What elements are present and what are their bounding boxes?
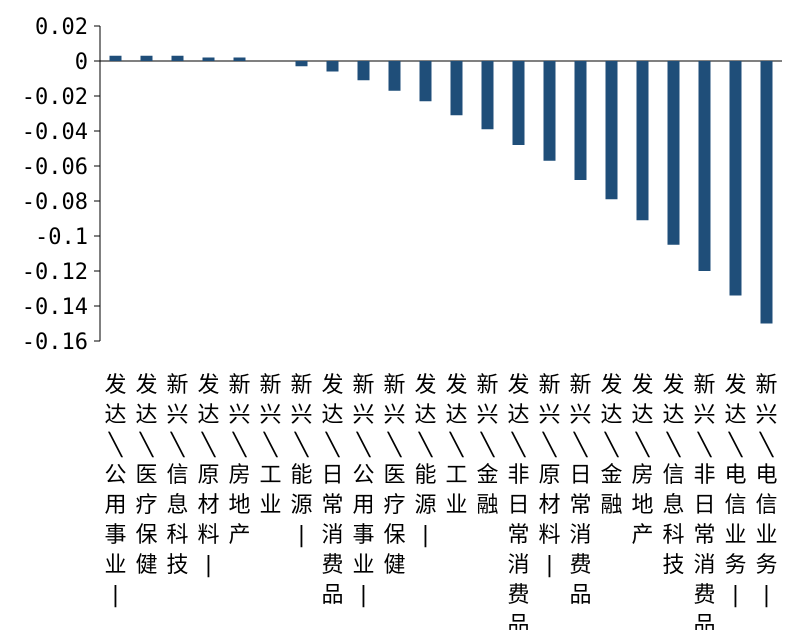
bar [574, 61, 587, 180]
x-category-label: 新兴╲信息科技 [166, 373, 188, 578]
y-tick-label: -0.02 [22, 85, 88, 110]
x-category-label: 新兴╲公用事业| [352, 373, 374, 608]
x-category-label: 发达╲能源| [414, 373, 436, 548]
x-category-label: 新兴╲日常消费品 [569, 373, 591, 608]
bar [512, 61, 525, 145]
x-category-label: 新兴╲能源| [290, 373, 312, 548]
bar [760, 61, 773, 324]
y-tick-label: 0 [75, 50, 88, 75]
x-category-label: 发达╲工业 [445, 373, 467, 518]
bar [357, 61, 370, 81]
bar [233, 57, 246, 61]
y-tick-label: 0.02 [35, 15, 88, 40]
y-tick-label: -0.16 [22, 330, 88, 355]
bar [419, 61, 432, 102]
bar [326, 61, 339, 72]
y-tick-label: -0.08 [22, 190, 88, 215]
x-category-label: 发达╲电信业务| [724, 373, 746, 608]
bar [605, 61, 618, 200]
x-category-label: 新兴╲房地产 [228, 373, 250, 548]
y-tick-label: -0.06 [22, 155, 88, 180]
bar [667, 61, 680, 245]
x-category-label: 新兴╲电信业务| [755, 373, 777, 608]
x-category-label: 新兴╲原材料| [538, 373, 560, 578]
x-category-label: 新兴╲工业 [259, 373, 281, 518]
bar [171, 55, 184, 61]
y-tick-label: -0.1 [35, 225, 88, 250]
x-category-label: 发达╲医疗保健 [135, 373, 157, 578]
bar [543, 61, 556, 161]
bars [109, 55, 773, 324]
x-category-label: 发达╲日常消费品 [321, 373, 343, 608]
y-axis: 0.02 0 -0.02 -0.04 -0.06 -0.08 -0.1 -0.12 -0.14 -… [22, 15, 782, 355]
bar [109, 55, 122, 61]
bar [295, 61, 308, 67]
x-category-label: 发达╲信息科技 [662, 373, 684, 578]
y-tick-label: -0.04 [22, 120, 88, 145]
x-category-label: 发达╲金融 [600, 373, 622, 518]
x-category-label: 新兴╲医疗保健 [383, 373, 405, 578]
bar [202, 57, 215, 61]
x-category-label: 发达╲房地产 [631, 373, 653, 548]
bar [140, 55, 153, 61]
x-category-label: 新兴╲金融 [476, 373, 498, 518]
bar [729, 61, 742, 296]
x-category-label: 新兴╲非日常消费品 [693, 373, 715, 630]
bar [481, 61, 494, 130]
x-category-label: 发达╲公用事业| [104, 373, 126, 608]
x-category-label: 发达╲非日常消费品 [507, 373, 529, 630]
y-tick-label: -0.12 [22, 260, 88, 285]
bar [388, 61, 401, 91]
bar [698, 61, 711, 271]
y-tick-label: -0.14 [22, 295, 88, 320]
x-category-label: 发达╲原材料| [197, 373, 219, 578]
bar [636, 61, 649, 221]
bar [450, 61, 463, 116]
